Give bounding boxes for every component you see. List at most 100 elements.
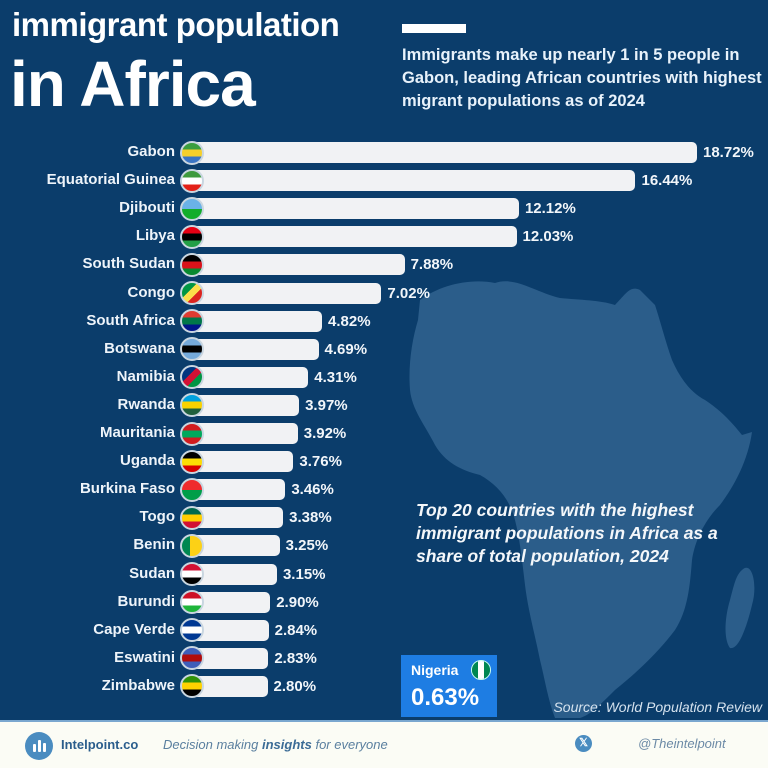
bar-eswatini (192, 647, 269, 669)
chart-note: Top 20 countries with the highest immigr… (416, 500, 718, 566)
category-label-djibouti: Djibouti (119, 199, 175, 217)
togo-flag-icon (180, 505, 204, 530)
bar-equatorial-guinea (192, 170, 636, 192)
bar-uganda (192, 451, 294, 473)
category-label-rwanda: Rwanda (117, 395, 175, 413)
bar-djibouti (192, 198, 519, 220)
value-label-rwanda: 3.97% (305, 396, 348, 414)
mauritania-flag-icon (180, 421, 204, 446)
category-label-benin: Benin (133, 536, 175, 554)
value-label-burkina-faso: 3.46% (291, 481, 334, 499)
burkina-faso-flag-icon (180, 477, 204, 502)
bar-gabon (192, 142, 697, 163)
bar-botswana (192, 338, 319, 360)
category-label-burundi: Burundi (117, 592, 176, 610)
highlight-country: Nigeria (411, 662, 459, 678)
bar-libya (192, 226, 517, 248)
tagline-text: Decision making (163, 737, 262, 752)
category-label-eswatini: Eswatini (114, 648, 175, 666)
bar-rwanda (192, 394, 300, 416)
value-label-south-sudan: 7.88% (410, 256, 454, 274)
bar-cape-verde (192, 619, 269, 641)
namibia-flag-icon (180, 365, 204, 390)
bar-sudan (192, 563, 277, 585)
category-label-libya: Libya (135, 227, 175, 245)
south-africa-flag-icon (180, 309, 204, 334)
cape-verde-flag-icon (180, 618, 204, 643)
value-label-burundi: 2.90% (276, 593, 319, 611)
bar-burkina-faso (192, 479, 286, 501)
category-label-south-sudan: South Sudan (82, 255, 176, 273)
highlight-value: 0.63% (411, 684, 480, 711)
gabon-flag-icon (180, 140, 204, 165)
accent-bar (402, 24, 466, 33)
category-label-congo: Congo (127, 283, 175, 301)
sudan-flag-icon (180, 562, 204, 586)
bar-south-africa (192, 310, 323, 332)
value-label-uganda: 3.76% (299, 453, 342, 471)
value-label-djibouti: 12.12% (524, 200, 576, 218)
value-label-gabon: 18.72% (703, 144, 754, 161)
tagline-text-end: for everyone (311, 737, 388, 752)
value-label-libya: 12.03% (522, 228, 574, 246)
value-label-congo: 7.02% (387, 284, 430, 302)
category-label-burkina-faso: Burkina Faso (79, 480, 175, 498)
botswana-flag-icon (180, 337, 204, 362)
libya-flag-icon (180, 224, 204, 249)
category-label-cape-verde: Cape Verde (93, 620, 175, 638)
title-line-2: in Africa (10, 48, 256, 120)
bar-namibia (192, 366, 309, 388)
brand-link[interactable]: Intelpoint.co (61, 737, 139, 752)
social-handle-link[interactable]: @Theintelpoint (638, 736, 726, 751)
bar-togo (192, 507, 284, 529)
value-label-togo: 3.38% (289, 509, 332, 527)
category-label-botswana: Botswana (104, 339, 175, 357)
nigeria-flag-icon (471, 660, 491, 680)
congo-flag-icon (180, 281, 204, 305)
zimbabwe-flag-icon (180, 674, 204, 699)
burundi-flag-icon (180, 590, 204, 615)
bar-burundi (192, 591, 271, 613)
category-label-south-africa: South Africa (86, 311, 175, 329)
uganda-flag-icon (180, 449, 204, 474)
category-label-togo: Togo (139, 508, 175, 526)
value-label-zimbabwe: 2.80% (273, 677, 317, 695)
bar-south-sudan (192, 254, 405, 276)
footer: Intelpoint.co Decision making insights f… (0, 720, 768, 768)
category-label-uganda: Uganda (119, 452, 175, 470)
category-label-mauritania: Mauritania (99, 424, 175, 441)
bar-mauritania (192, 423, 298, 444)
source-label: Source: World Population Review (553, 699, 762, 715)
subtitle: Immigrants make up nearly 1 in 5 people … (402, 46, 762, 110)
bar-zimbabwe (192, 675, 268, 697)
category-label-sudan: Sudan (129, 564, 175, 582)
equatorial-guinea-flag-icon (180, 168, 204, 193)
value-label-mauritania: 3.92% (303, 425, 347, 442)
value-label-south-africa: 4.82% (328, 312, 371, 330)
benin-flag-icon (180, 533, 204, 558)
value-label-benin: 3.25% (285, 537, 329, 555)
category-label-equatorial-guinea: Equatorial Guinea (46, 171, 175, 189)
x-twitter-icon[interactable]: 𝕏 (575, 735, 592, 752)
value-label-eswatini: 2.83% (274, 649, 317, 667)
value-label-botswana: 4.69% (324, 340, 368, 358)
intelpoint-logo-icon (25, 732, 53, 760)
value-label-sudan: 3.15% (282, 565, 326, 583)
bar-benin (192, 535, 280, 557)
djibouti-flag-icon (180, 196, 204, 221)
eswatini-flag-icon (180, 646, 204, 671)
tagline: Decision making insights for everyone (163, 737, 388, 752)
value-label-cape-verde: 2.84% (274, 621, 318, 639)
value-label-equatorial-guinea: 16.44% (641, 172, 693, 190)
value-label-namibia: 4.31% (314, 368, 357, 386)
tagline-emphasis: insights (262, 737, 312, 752)
category-label-namibia: Namibia (116, 367, 175, 385)
south-sudan-flag-icon (180, 252, 204, 277)
bar-congo (192, 282, 382, 304)
nigeria-highlight-box: Nigeria 0.63% (401, 655, 497, 717)
rwanda-flag-icon (180, 393, 204, 418)
category-label-zimbabwe: Zimbabwe (101, 676, 175, 694)
title-line-1: immigrant population (12, 6, 340, 43)
